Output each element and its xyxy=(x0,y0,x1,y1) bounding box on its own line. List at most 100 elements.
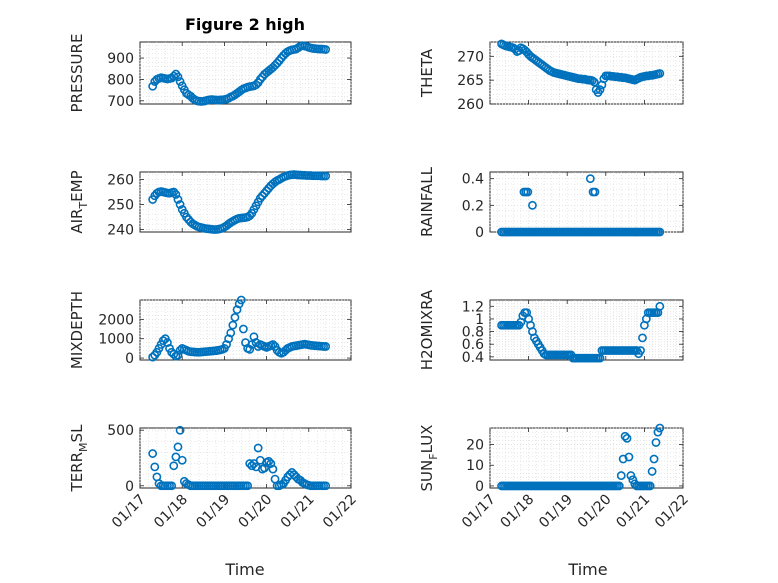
x-tick-label: 01/22 xyxy=(320,492,360,532)
y-tick-label: 20 xyxy=(466,438,484,454)
data-point xyxy=(169,187,179,197)
y-axis-label-main: MIXDEPTH xyxy=(68,291,86,369)
y-tick-label: 0.8 xyxy=(462,325,484,341)
y-axis-label-main: SUN xyxy=(418,460,436,492)
data-point xyxy=(177,455,187,465)
plot-frame xyxy=(139,171,352,233)
data-point xyxy=(253,443,263,453)
data-point xyxy=(175,200,185,209)
y-tick-label: 0 xyxy=(125,351,134,367)
data-point xyxy=(589,77,599,87)
plot-frame xyxy=(489,171,684,233)
y-tick-label: 1.2 xyxy=(462,299,484,315)
data-point xyxy=(647,467,657,476)
data-point xyxy=(653,427,663,437)
data-point xyxy=(173,442,183,452)
y-axis-label-main: RAINFALL xyxy=(418,166,436,237)
data-point xyxy=(616,471,626,480)
y-axis-label-sub: T xyxy=(77,202,90,210)
data-point xyxy=(228,320,238,330)
data-point xyxy=(169,461,179,471)
data-point xyxy=(260,463,269,473)
y-axis-label-main: AIR xyxy=(68,209,86,234)
data-point xyxy=(636,346,645,355)
data-point xyxy=(655,423,665,433)
y-tick-label: 900 xyxy=(107,51,134,67)
data-point xyxy=(595,85,605,95)
y-axis-label: TERRMSL xyxy=(68,424,90,493)
y-axis-label: SUNFLUX xyxy=(418,425,440,492)
data-point xyxy=(528,200,537,210)
data-point xyxy=(321,45,331,54)
y-axis-label-main: THETA xyxy=(418,48,436,98)
y-axis-label: MIXDEPTH xyxy=(68,291,86,369)
data-point xyxy=(268,464,278,474)
data-point xyxy=(649,454,659,464)
y-tick-label: 250 xyxy=(107,198,134,214)
y-tick-label: 1000 xyxy=(98,332,134,348)
panel-terr_msl: 0 500 01/17 01/18 01/19 01/20 01/21 01/22 TERRMS… xyxy=(68,423,360,531)
y-axis-label: THETA xyxy=(418,48,436,98)
y-axis-label-main: PRESSURE xyxy=(68,34,86,113)
data-point xyxy=(614,481,624,491)
y-axis-label-main: H2OMIXRA xyxy=(418,289,436,370)
panel-air_temp: 240 250 260 AIRTEMP xyxy=(68,170,352,239)
data-point xyxy=(175,77,185,86)
x-tick-label: 01/17 xyxy=(459,492,499,532)
x-tick-label: 01/17 xyxy=(109,492,149,532)
panel-theta: 260 265 270 THETA xyxy=(418,39,684,113)
data-point xyxy=(173,72,183,82)
y-tick-label: 0.4 xyxy=(462,350,484,366)
data-point xyxy=(175,425,185,435)
data-point xyxy=(247,461,257,471)
data-point xyxy=(655,69,665,78)
data-point xyxy=(651,438,661,447)
x-tick-label: 01/21 xyxy=(278,492,318,532)
y-tick-label: 2000 xyxy=(98,312,134,328)
y-tick-label: 1 xyxy=(475,312,484,328)
data-point xyxy=(257,191,267,201)
data-point xyxy=(262,186,271,196)
x-tick-label: 01/18 xyxy=(151,492,191,532)
data-point xyxy=(645,481,655,491)
data-point xyxy=(169,71,179,81)
y-tick-label: 700 xyxy=(107,94,134,110)
data-point xyxy=(175,345,185,355)
data-point xyxy=(158,336,168,346)
data-point xyxy=(620,431,630,441)
data-point xyxy=(595,353,605,363)
data-point xyxy=(148,449,158,458)
x-tick-label: 01/19 xyxy=(193,492,233,532)
panel-rainfall: 0 0.2 0.4 RAINFALL xyxy=(418,166,684,241)
data-point xyxy=(264,456,274,466)
y-tick-label: 0 xyxy=(125,479,134,495)
y-tick-label: 0 xyxy=(475,479,484,495)
x-axis-label-right: Time xyxy=(567,560,607,579)
y-tick-label: 0.6 xyxy=(462,337,484,353)
x-axis-label-left: Time xyxy=(224,560,264,579)
y-axis-label-suffix: SL xyxy=(68,424,86,443)
y-axis-label-main: TERR xyxy=(68,452,86,493)
panel-mixdepth: 0 1000 2000 MIXDEPTH xyxy=(68,291,352,369)
data-point xyxy=(628,475,638,485)
y-tick-label: 265 xyxy=(457,73,484,89)
y-tick-label: 260 xyxy=(107,173,134,189)
panel-pressure: 700 800 900 PRESSURE xyxy=(68,34,352,113)
data-point xyxy=(167,481,177,491)
y-tick-label: 10 xyxy=(466,458,484,474)
figure-title: Figure 2 high xyxy=(185,15,305,34)
y-axis-label-sub: M xyxy=(77,442,90,452)
y-tick-label: 240 xyxy=(107,223,134,239)
data-point xyxy=(266,459,276,468)
x-tick-label: 01/20 xyxy=(236,492,276,532)
data-point xyxy=(245,211,255,221)
data-point xyxy=(148,81,158,91)
y-tick-label: 260 xyxy=(457,97,484,113)
y-axis-label-suffix: EMP xyxy=(68,170,86,201)
data-point xyxy=(245,344,255,354)
plot-frame xyxy=(489,427,684,489)
plot-frame xyxy=(139,427,352,489)
data-point xyxy=(171,190,181,199)
